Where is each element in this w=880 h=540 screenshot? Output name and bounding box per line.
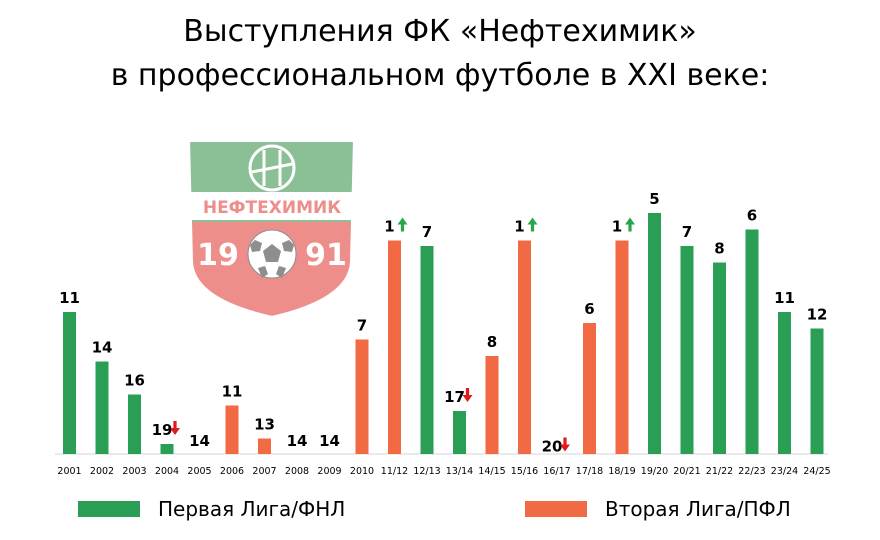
bar-7 xyxy=(258,438,271,454)
x-tick-label-4: 2004 xyxy=(155,466,179,477)
x-tick-label-10: 2010 xyxy=(350,466,374,477)
logo-name-band xyxy=(188,192,355,220)
promotion-arrow-icon-15 xyxy=(527,217,538,232)
bar-21 xyxy=(713,262,726,454)
bar-15 xyxy=(518,240,531,454)
x-tick-labels-group: 2001 2002 2003 2004 2005 2006 2007 2008 2009 2010… xyxy=(57,466,830,477)
x-tick-label-3: 2003 xyxy=(122,466,146,477)
value-label-16: 20 xyxy=(542,438,563,456)
promotion-arrow-icon-11 xyxy=(397,217,408,232)
chart-title-line-1: Выступления ФК «Нефтехимик» xyxy=(183,14,697,49)
value-label-17: 6 xyxy=(584,300,594,318)
x-tick-label-2: 2002 xyxy=(90,466,114,477)
bar-2 xyxy=(95,361,109,454)
x-tick-label-15: 15/16 xyxy=(511,466,538,477)
bars-group xyxy=(63,213,824,454)
logo-year-right: 91 xyxy=(305,238,347,273)
value-label-6: 11 xyxy=(222,383,243,401)
x-tick-label-20: 20/21 xyxy=(673,466,700,477)
x-tick-label-16: 16/17 xyxy=(543,466,570,477)
logo-name-text: НЕФТЕХИМИК xyxy=(203,198,341,218)
football-icon xyxy=(247,229,297,279)
x-tick-label-1: 2001 xyxy=(57,466,81,477)
relegation-arrow-icon-16 xyxy=(560,437,570,452)
value-label-13: 17 xyxy=(444,388,465,406)
value-label-5: 14 xyxy=(189,432,210,450)
bar-20 xyxy=(680,246,694,454)
x-tick-label-11: 11/12 xyxy=(381,466,408,477)
bar-12 xyxy=(420,246,434,454)
x-tick-label-5: 2005 xyxy=(187,466,211,477)
chart-title-line-2: в профессиональном футболе в XXI веке: xyxy=(110,58,770,93)
legend-label-second-league: Вторая Лига/ПФЛ xyxy=(605,497,791,521)
value-label-22: 6 xyxy=(747,207,757,225)
x-tick-label-8: 2008 xyxy=(285,466,309,477)
x-tick-label-22: 22/23 xyxy=(738,466,765,477)
x-tick-label-14: 14/15 xyxy=(478,466,505,477)
legend-swatch-second-league xyxy=(525,501,587,517)
value-label-20: 7 xyxy=(682,223,692,241)
bar-10 xyxy=(355,339,369,454)
x-tick-label-23: 23/24 xyxy=(771,466,798,477)
bar-23 xyxy=(778,312,791,454)
bar-22 xyxy=(745,229,759,454)
x-tick-label-9: 2009 xyxy=(317,466,341,477)
bar-4 xyxy=(160,444,174,454)
x-tick-label-19: 19/20 xyxy=(641,466,668,477)
value-label-10: 7 xyxy=(357,317,367,335)
x-tick-label-6: 2006 xyxy=(220,466,244,477)
promotion-arrow-icon-18 xyxy=(625,217,635,232)
x-tick-label-24: 24/25 xyxy=(803,466,830,477)
value-label-11: 1 xyxy=(384,218,394,236)
bar-18 xyxy=(615,240,629,454)
logo-emblem xyxy=(248,144,296,192)
bar-17 xyxy=(583,323,596,454)
legend-label-first-league: Первая Лига/ФНЛ xyxy=(158,497,346,521)
value-label-12: 7 xyxy=(422,223,432,241)
value-label-24: 12 xyxy=(807,306,828,324)
x-tick-label-21: 21/22 xyxy=(706,466,733,477)
legend-swatch-first-league xyxy=(78,501,140,517)
value-label-21: 8 xyxy=(714,240,724,258)
bar-14 xyxy=(485,356,499,454)
relegation-arrow-icon-4 xyxy=(170,421,180,435)
bar-6 xyxy=(225,405,239,454)
club-logo-watermark: НЕФТЕХИМИК 19 91 xyxy=(185,138,358,321)
value-label-7: 13 xyxy=(254,416,275,434)
value-label-1: 11 xyxy=(59,289,80,307)
bar-13 xyxy=(453,411,466,454)
value-label-23: 11 xyxy=(774,289,795,307)
bar-19 xyxy=(648,213,661,454)
value-label-14: 8 xyxy=(487,333,497,351)
x-tick-label-12: 12/13 xyxy=(413,466,440,477)
value-label-2: 14 xyxy=(92,339,113,357)
x-tick-label-18: 18/19 xyxy=(608,466,635,477)
bar-11 xyxy=(388,240,401,454)
bar-1 xyxy=(63,312,76,454)
bar-3 xyxy=(128,394,141,454)
x-tick-label-17: 17/18 xyxy=(576,466,603,477)
value-label-4: 19 xyxy=(152,421,173,439)
value-label-9: 14 xyxy=(319,432,340,450)
logo-year-left: 19 xyxy=(197,238,239,273)
value-label-19: 5 xyxy=(649,190,659,208)
value-label-18: 1 xyxy=(612,218,622,236)
x-tick-label-13: 13/14 xyxy=(446,466,473,477)
legend-item-first-league: Первая Лига/ФНЛ xyxy=(78,494,345,524)
value-label-8: 14 xyxy=(287,432,308,450)
value-label-15: 1 xyxy=(514,218,524,236)
legend-item-second-league: Вторая Лига/ПФЛ xyxy=(525,494,791,524)
relegation-arrow-icon-13 xyxy=(462,388,473,402)
value-label-3: 16 xyxy=(124,372,145,390)
bar-24 xyxy=(810,328,824,454)
x-tick-label-7: 2007 xyxy=(252,466,276,477)
